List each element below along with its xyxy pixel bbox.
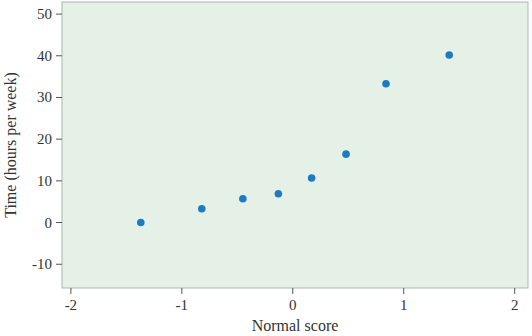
y-axis-label: Time (hours per week) (2, 72, 20, 218)
y-tick-label: 0 (45, 215, 53, 231)
y-tick (56, 139, 62, 140)
x-tick (514, 288, 515, 294)
y-tick (56, 97, 62, 98)
x-tick-label: -1 (176, 297, 189, 313)
y-tick (56, 222, 62, 223)
x-axis-label: Normal score (252, 317, 339, 334)
x-tick-label: -2 (65, 297, 78, 313)
point (239, 195, 247, 203)
y-tick (56, 180, 62, 181)
x-tick (403, 288, 404, 294)
y-tick-label: -10 (32, 256, 52, 272)
x-tick (292, 288, 293, 294)
points (137, 51, 453, 226)
y-tick-label: 40 (37, 48, 52, 64)
x-tick (181, 288, 182, 294)
y-tick (56, 264, 62, 265)
x-tick (70, 288, 71, 294)
x-tick-label: 0 (289, 297, 297, 313)
point (382, 80, 390, 88)
y-tick (56, 14, 62, 15)
point (445, 51, 453, 59)
chart-svg: -1001020304050-2-1012Normal scoreTime (h… (0, 0, 532, 336)
y-tick-label: 30 (37, 89, 52, 105)
point (137, 219, 145, 227)
y-tick (56, 55, 62, 56)
x-tick-label: 1 (400, 297, 408, 313)
x-tick-label: 2 (511, 297, 519, 313)
point (342, 150, 350, 158)
y-tick-label: 20 (37, 131, 52, 147)
point (275, 190, 283, 198)
y-tick-label: 10 (37, 173, 52, 189)
point (198, 205, 206, 213)
y-tick-label: 50 (37, 6, 52, 22)
plot-frame (62, 2, 528, 288)
plot-background (62, 2, 528, 288)
chart-root: -1001020304050-2-1012Normal scoreTime (h… (0, 0, 532, 336)
point (308, 174, 316, 182)
